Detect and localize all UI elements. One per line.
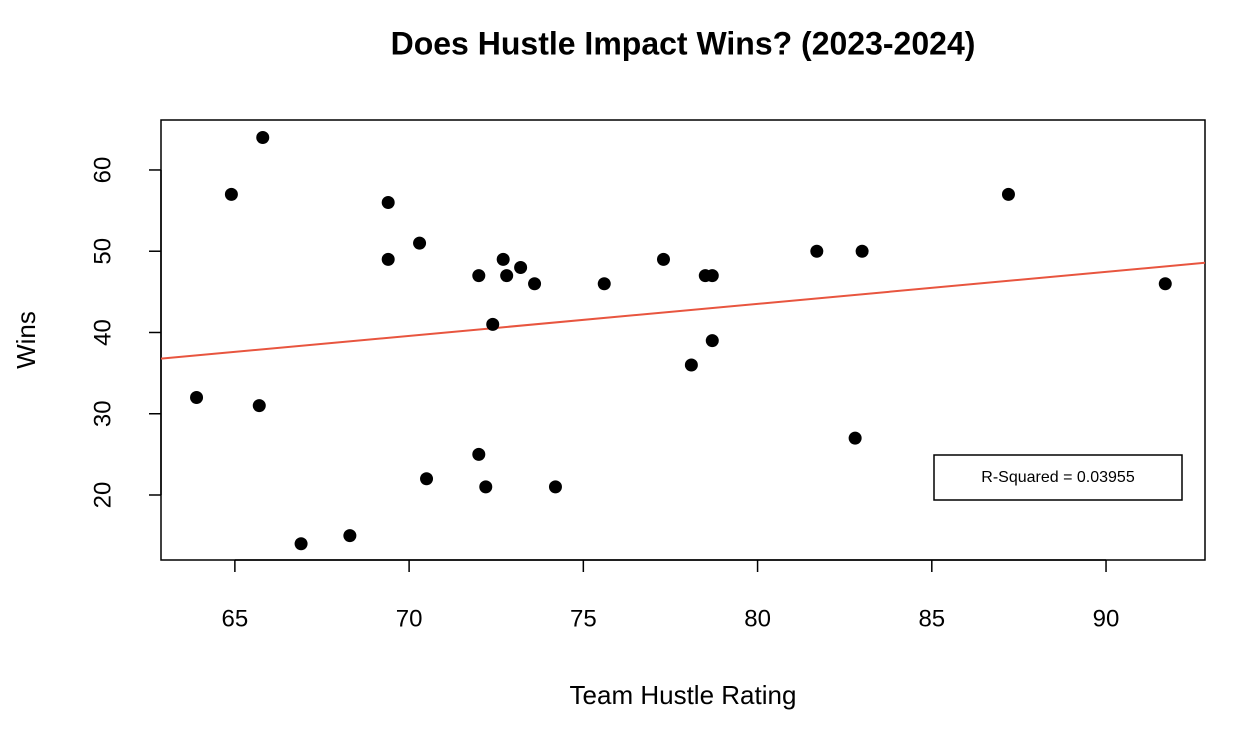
data-point (810, 244, 824, 258)
data-point (381, 252, 395, 266)
data-point (597, 277, 611, 291)
data-point (479, 480, 493, 494)
y-tick-label: 40 (89, 319, 116, 346)
fit-line (161, 261, 1205, 360)
data-point (705, 269, 719, 283)
data-point (528, 277, 542, 291)
data-point (500, 269, 514, 283)
y-tick-label: 60 (89, 157, 116, 184)
x-tick-label: 80 (744, 605, 771, 632)
x-tick-label: 65 (222, 605, 249, 632)
data-point (514, 260, 528, 274)
data-point (294, 537, 308, 551)
x-axis-label: Team Hustle Rating (570, 680, 797, 710)
data-point (420, 472, 434, 486)
data-point (705, 334, 719, 348)
data-point (413, 236, 427, 250)
y-tick-label: 20 (89, 482, 116, 509)
data-point (548, 480, 562, 494)
y-axis-label: Wins (11, 311, 41, 369)
data-point (256, 130, 270, 144)
data-point (343, 529, 357, 543)
data-point (684, 358, 698, 372)
data-point (224, 187, 238, 201)
data-point (496, 252, 510, 266)
data-point (848, 431, 862, 445)
data-point (1158, 277, 1172, 291)
y-tick-label: 30 (89, 400, 116, 427)
data-point (486, 317, 500, 331)
data-point (1001, 187, 1015, 201)
x-tick-label: 85 (918, 605, 945, 632)
data-point (252, 399, 266, 413)
data-point (855, 244, 869, 258)
data-point (190, 390, 204, 404)
data-point (472, 269, 486, 283)
annotation-box (933, 454, 1183, 501)
x-tick-label: 75 (570, 605, 597, 632)
x-tick-label: 90 (1093, 605, 1120, 632)
data-point (656, 252, 670, 266)
y-tick-label: 50 (89, 238, 116, 265)
data-point (381, 195, 395, 209)
data-point (472, 447, 486, 461)
chart-title: Does Hustle Impact Wins? (2023-2024) (391, 25, 976, 61)
annotation: R-Squared = 0.03955 (981, 469, 1135, 486)
x-tick-label: 70 (396, 605, 423, 632)
